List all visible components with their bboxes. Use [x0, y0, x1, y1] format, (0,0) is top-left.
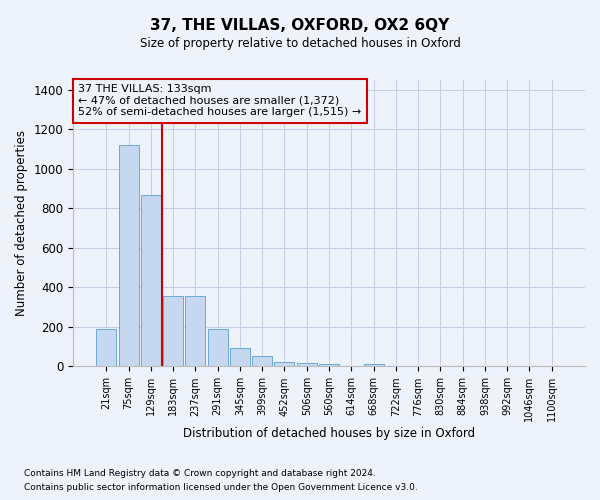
Bar: [230, 348, 250, 366]
Bar: [185, 296, 205, 366]
Bar: [297, 362, 317, 366]
X-axis label: Distribution of detached houses by size in Oxford: Distribution of detached houses by size …: [183, 427, 475, 440]
Text: 37 THE VILLAS: 133sqm
← 47% of detached houses are smaller (1,372)
52% of semi-d: 37 THE VILLAS: 133sqm ← 47% of detached …: [78, 84, 361, 117]
Y-axis label: Number of detached properties: Number of detached properties: [15, 130, 28, 316]
Bar: [119, 145, 139, 366]
Text: 37, THE VILLAS, OXFORD, OX2 6QY: 37, THE VILLAS, OXFORD, OX2 6QY: [151, 18, 449, 32]
Bar: [364, 364, 383, 366]
Text: Contains HM Land Registry data © Crown copyright and database right 2024.: Contains HM Land Registry data © Crown c…: [24, 468, 376, 477]
Bar: [96, 329, 116, 366]
Bar: [252, 356, 272, 366]
Bar: [141, 194, 161, 366]
Text: Contains public sector information licensed under the Open Government Licence v3: Contains public sector information licen…: [24, 484, 418, 492]
Bar: [163, 296, 183, 366]
Bar: [208, 329, 227, 366]
Text: Size of property relative to detached houses in Oxford: Size of property relative to detached ho…: [140, 38, 460, 51]
Bar: [319, 364, 339, 366]
Bar: [274, 362, 295, 366]
